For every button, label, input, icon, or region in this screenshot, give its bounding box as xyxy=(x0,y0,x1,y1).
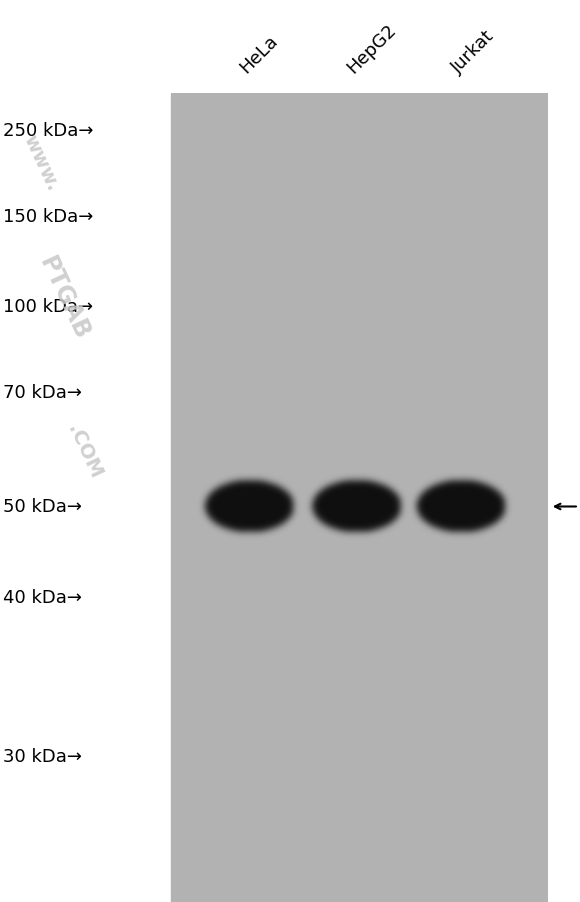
Text: 40 kDa→: 40 kDa→ xyxy=(3,588,82,606)
Text: 150 kDa→: 150 kDa→ xyxy=(3,207,93,226)
Bar xyxy=(171,95,548,902)
Text: PTGAB: PTGAB xyxy=(34,253,93,343)
Bar xyxy=(171,0,548,95)
Bar xyxy=(0,0,171,902)
Bar xyxy=(548,0,580,902)
Text: www.: www. xyxy=(19,131,62,194)
Text: 100 kDa→: 100 kDa→ xyxy=(3,298,93,316)
Text: 70 kDa→: 70 kDa→ xyxy=(3,383,82,401)
Text: HepG2: HepG2 xyxy=(344,21,400,77)
Text: 250 kDa→: 250 kDa→ xyxy=(3,122,93,140)
Text: 50 kDa→: 50 kDa→ xyxy=(3,498,82,516)
Text: 30 kDa→: 30 kDa→ xyxy=(3,747,82,765)
Text: .COM: .COM xyxy=(63,421,105,481)
Text: HeLa: HeLa xyxy=(237,32,282,77)
Text: Jurkat: Jurkat xyxy=(448,27,498,77)
